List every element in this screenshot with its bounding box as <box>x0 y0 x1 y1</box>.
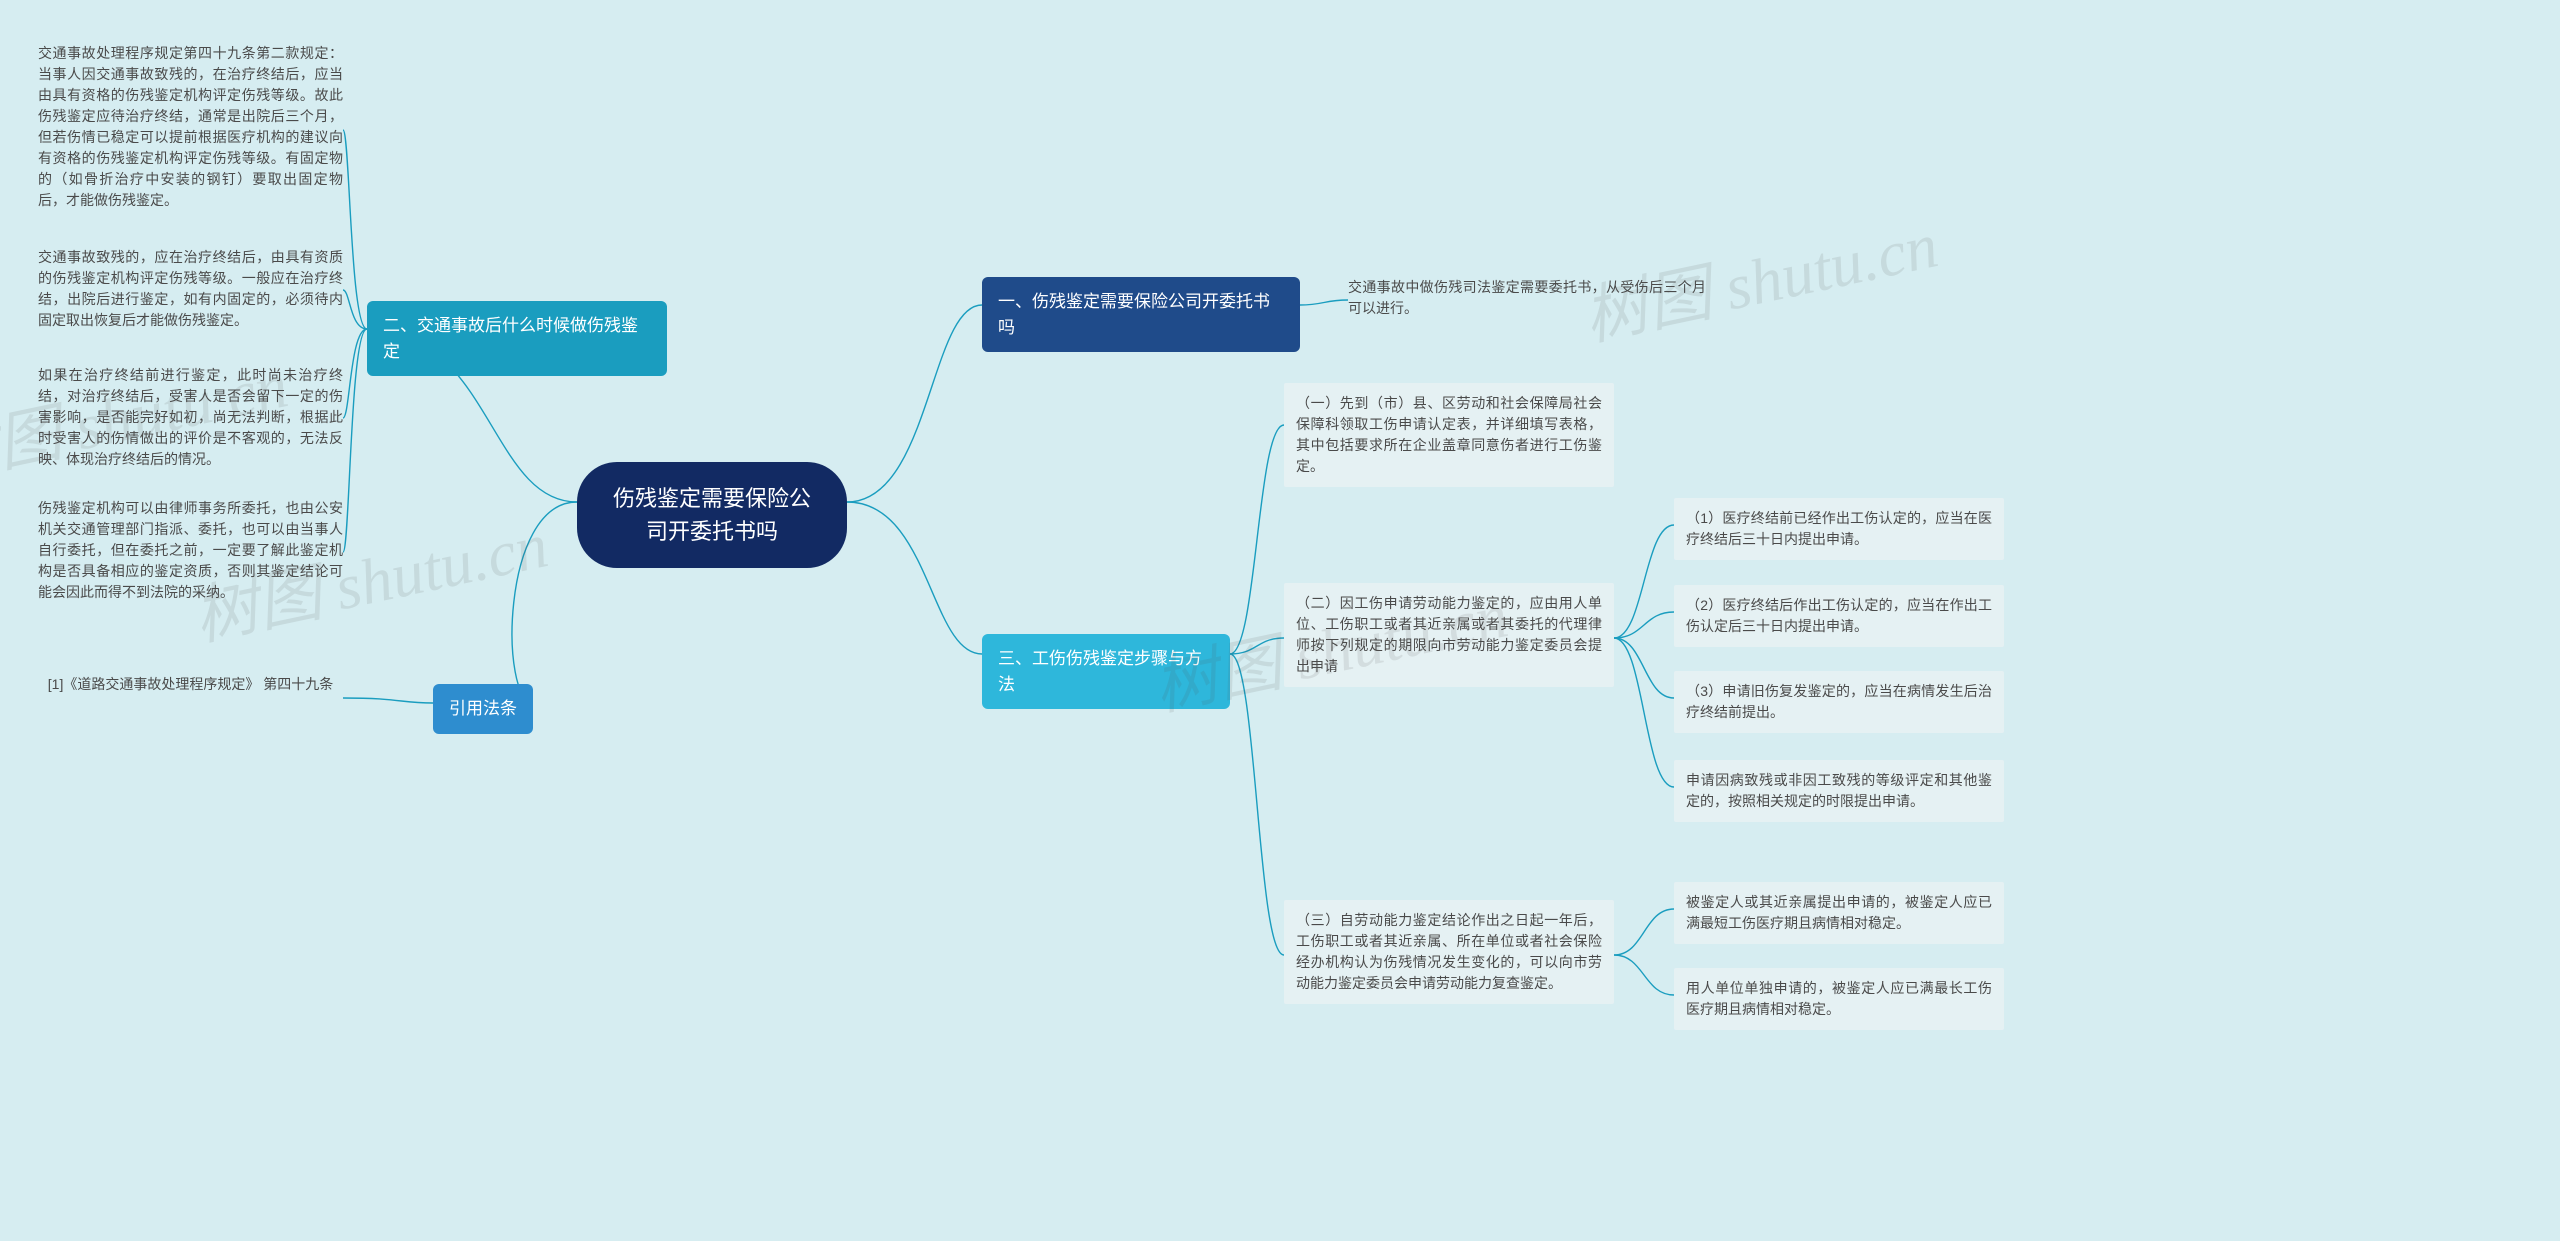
branch-3: 三、工伤伤残鉴定步骤与方法 <box>982 634 1230 709</box>
connector-layer <box>0 0 2560 1241</box>
branch-4-label: 引用法条 <box>449 696 517 722</box>
branch-2: 二、交通事故后什么时候做伤残鉴定 <box>367 301 667 376</box>
branch-4-leaf: [1]《道路交通事故处理程序规定》 第四十九条 <box>38 674 343 695</box>
branch-4: 引用法条 <box>433 684 533 734</box>
branch-3-n3-c0: 被鉴定人或其近亲属提出申请的，被鉴定人应已满最短工伤医疗期且病情相对稳定。 <box>1674 882 2004 944</box>
branch-3-n3-c1: 用人单位单独申请的，被鉴定人应已满最长工伤医疗期且病情相对稳定。 <box>1674 968 2004 1030</box>
branch-2-leaf-0: 交通事故处理程序规定第四十九条第二款规定：当事人因交通事故致残的，在治疗终结后，… <box>38 43 343 211</box>
branch-3-n2-c2: （3）申请旧伤复发鉴定的，应当在病情发生后治疗终结前提出。 <box>1674 671 2004 733</box>
branch-2-label: 二、交通事故后什么时候做伤残鉴定 <box>383 313 651 364</box>
branch-3-n2-c0: （1）医疗终结前已经作出工伤认定的，应当在医疗终结后三十日内提出申请。 <box>1674 498 2004 560</box>
center-text: 伤残鉴定需要保险公司开委托书吗 <box>603 482 821 548</box>
branch-1: 一、伤残鉴定需要保险公司开委托书吗 <box>982 277 1300 352</box>
branch-1-label: 一、伤残鉴定需要保险公司开委托书吗 <box>998 289 1284 340</box>
branch-3-n2-c1: （2）医疗终结后作出工伤认定的，应当在作出工伤认定后三十日内提出申请。 <box>1674 585 2004 647</box>
watermark: 树图 shutu.cn <box>1574 194 1944 359</box>
branch-3-n1: （一）先到（市）县、区劳动和社会保障局社会保障科领取工伤申请认定表，并详细填写表… <box>1284 383 1614 487</box>
branch-1-leaf: 交通事故中做伤残司法鉴定需要委托书，从受伤后三个月可以进行。 <box>1348 277 1706 319</box>
branch-2-leaf-1: 交通事故致残的，应在治疗终结后，由具有资质的伤残鉴定机构评定伤残等级。一般应在治… <box>38 247 343 331</box>
branch-3-label: 三、工伤伤残鉴定步骤与方法 <box>998 646 1214 697</box>
branch-2-leaf-2: 如果在治疗终结前进行鉴定，此时尚未治疗终结，对治疗终结后，受害人是否会留下一定的… <box>38 365 343 470</box>
branch-3-n2: （二）因工伤申请劳动能力鉴定的，应由用人单位、工伤职工或者其近亲属或者其委托的代… <box>1284 583 1614 687</box>
center-node: 伤残鉴定需要保险公司开委托书吗 <box>577 462 847 568</box>
branch-2-leaf-3: 伤残鉴定机构可以由律师事务所委托，也由公安机关交通管理部门指派、委托，也可以由当… <box>38 498 343 603</box>
branch-3-n2-c3: 申请因病致残或非因工致残的等级评定和其他鉴定的，按照相关规定的时限提出申请。 <box>1674 760 2004 822</box>
branch-3-n3: （三）自劳动能力鉴定结论作出之日起一年后，工伤职工或者其近亲属、所在单位或者社会… <box>1284 900 1614 1004</box>
